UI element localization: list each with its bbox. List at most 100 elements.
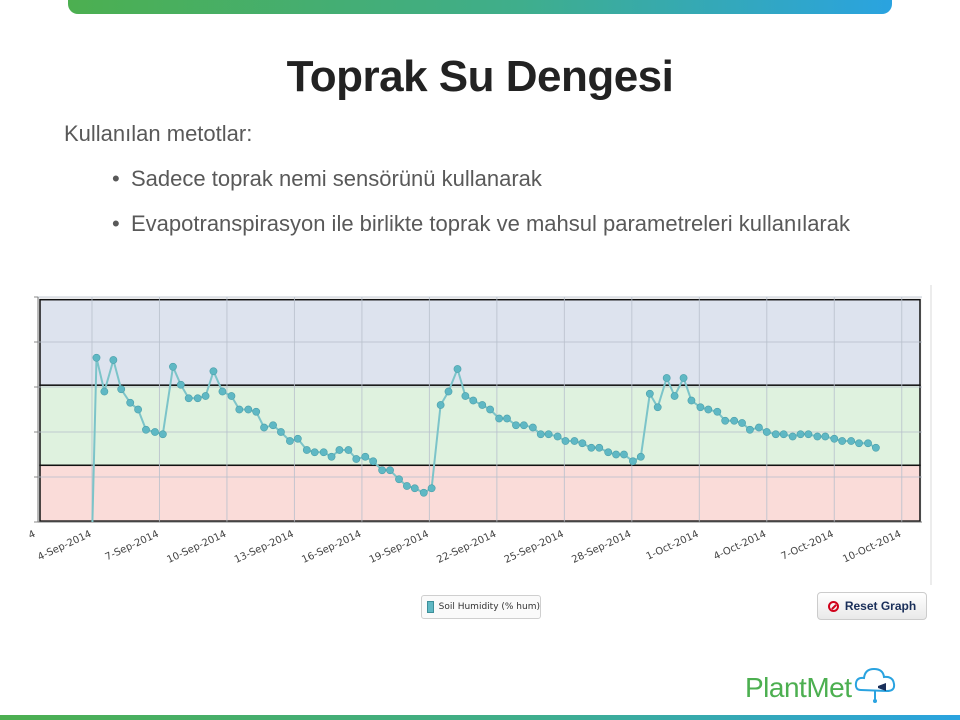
- data-point: [277, 428, 285, 436]
- x-tick-label: 7-Sep-2014: [104, 529, 161, 563]
- x-tick-label: 4-Oct-2014: [712, 529, 768, 563]
- data-point: [670, 392, 679, 400]
- data-point: [679, 374, 688, 382]
- data-point: [645, 389, 654, 398]
- chart-legend[interactable]: Soil Humidity (% hum): [421, 595, 541, 619]
- intro-text: Kullanılan metotlar:: [64, 121, 253, 146]
- data-point: [804, 430, 813, 439]
- data-point: [519, 421, 528, 430]
- data-point: [788, 432, 797, 441]
- data-point: [687, 396, 696, 405]
- data-point: [227, 392, 236, 400]
- data-point: [293, 434, 302, 443]
- data-point: [209, 367, 218, 376]
- x-tick-label: 10-Sep-2014: [165, 529, 228, 566]
- data-point: [779, 430, 788, 439]
- data-point: [561, 437, 570, 445]
- data-point: [184, 394, 193, 403]
- data-point: [269, 421, 277, 430]
- plantmet-logo: PlantMet: [745, 660, 896, 708]
- x-tick-label: 1-Oct-2014: [645, 529, 701, 563]
- data-point: [595, 443, 604, 452]
- data-point: [503, 414, 511, 423]
- data-point: [746, 425, 754, 434]
- reset-graph-button[interactable]: Reset Graph: [817, 592, 927, 620]
- x-tick-label: 4-Sep-2014: [36, 529, 93, 563]
- data-point: [427, 484, 436, 493]
- data-point: [570, 437, 579, 445]
- x-tick-label: 7-Oct-2014: [780, 529, 836, 563]
- data-point: [319, 448, 328, 457]
- data-point: [117, 385, 126, 394]
- no-entry-icon: [827, 600, 839, 612]
- data-point: [871, 443, 880, 452]
- data-point: [109, 356, 118, 364]
- data-point: [578, 439, 587, 448]
- data-point: [730, 416, 739, 425]
- data-point: [286, 437, 294, 445]
- x-tick-label: 25-Sep-2014: [503, 529, 566, 566]
- data-point: [344, 446, 353, 454]
- data-point: [410, 484, 419, 493]
- bullet-dot-icon: •: [112, 211, 120, 236]
- bottom-accent-bar: [0, 715, 960, 720]
- x-tick-label: 13-Sep-2014: [233, 529, 296, 566]
- band-low: [39, 464, 921, 522]
- data-point: [587, 443, 596, 452]
- band-optimal: [39, 384, 921, 467]
- data-point: [158, 430, 167, 439]
- data-point: [378, 466, 387, 475]
- data-point: [612, 450, 620, 459]
- page-title: Toprak Su Dengesi: [286, 52, 674, 101]
- data-point: [436, 401, 445, 409]
- data-point: [352, 455, 361, 463]
- x-tick-label: 19-Sep-2014: [368, 529, 431, 566]
- data-point: [419, 488, 428, 497]
- top-accent-bar: [68, 0, 892, 14]
- bullet-text: Evapotranspirasyon ile birlikte toprak v…: [131, 211, 850, 236]
- soil-humidity-chart[interactable]: 44-Sep-2014 7-Sep-2014 10-Sep-2014 13-Sep-2…: [0, 285, 960, 585]
- data-point: [469, 396, 478, 405]
- data-point: [169, 362, 177, 371]
- data-point: [847, 437, 856, 445]
- data-point: [796, 430, 805, 439]
- data-point: [704, 405, 713, 414]
- data-point: [755, 423, 763, 432]
- bullet-text: Sadece toprak nemi sensörünü kullanarak: [131, 166, 542, 191]
- legend-label: Soil Humidity (% hum): [438, 602, 540, 612]
- data-point: [604, 448, 613, 457]
- data-point: [821, 432, 830, 441]
- x-tick-label: 16-Sep-2014: [300, 529, 363, 566]
- data-point: [830, 434, 839, 443]
- data-point: [335, 446, 344, 454]
- data-point: [402, 482, 411, 490]
- data-point: [100, 387, 109, 396]
- data-point: [620, 450, 628, 459]
- data-point: [738, 419, 746, 427]
- data-point: [461, 392, 470, 400]
- bullet-dot-icon: •: [112, 166, 120, 191]
- data-point: [201, 392, 210, 400]
- data-point: [696, 403, 705, 412]
- data-point: [629, 457, 637, 466]
- data-point: [444, 387, 453, 396]
- cloud-icon: [854, 667, 896, 703]
- data-point: [528, 423, 537, 432]
- reset-graph-label: Reset Graph: [844, 599, 917, 613]
- data-point: [193, 394, 202, 403]
- data-point: [486, 405, 495, 414]
- x-tick-label: 22-Sep-2014: [435, 529, 498, 566]
- data-point: [92, 353, 101, 362]
- data-point: [553, 432, 562, 441]
- bullet-item: • Evapotranspirasyon ile birlikte toprak…: [112, 211, 892, 236]
- data-point: [386, 466, 394, 475]
- data-point: [762, 428, 771, 436]
- x-tick-label: 28-Sep-2014: [570, 529, 633, 566]
- data-point: [536, 430, 545, 439]
- legend-swatch-icon: [427, 601, 434, 613]
- logo-text: PlantMet: [745, 672, 852, 703]
- data-point: [813, 432, 822, 441]
- data-point: [544, 430, 553, 439]
- data-point: [395, 475, 403, 484]
- data-point: [636, 452, 645, 461]
